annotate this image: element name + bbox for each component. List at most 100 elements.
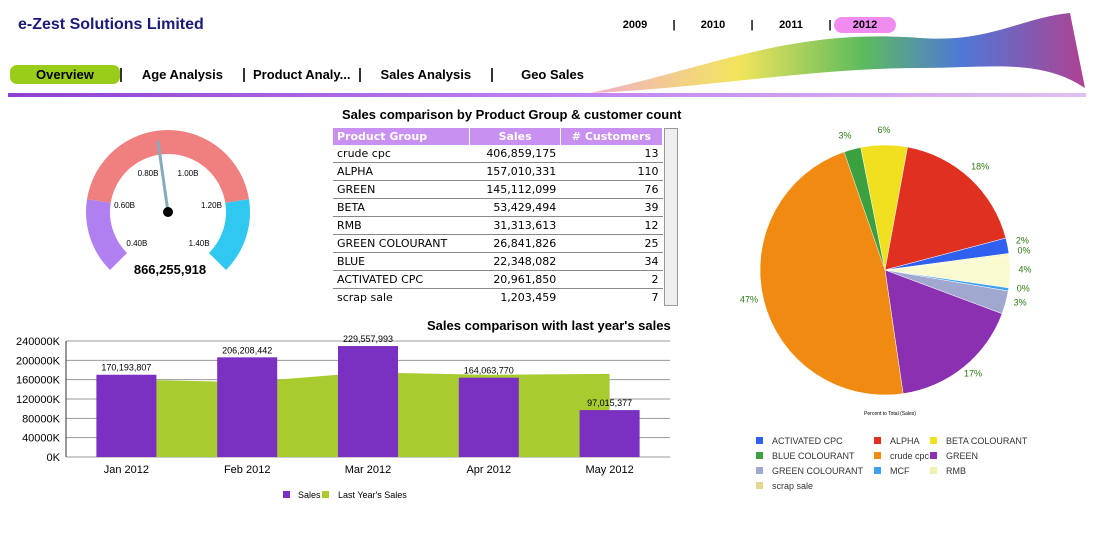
customers-cell: 25 bbox=[560, 234, 663, 253]
legend-label: BETA COLOURANT bbox=[946, 436, 1028, 446]
legend-label: ALPHA bbox=[890, 436, 920, 446]
legend-swatch-last-year bbox=[322, 491, 329, 498]
table-row[interactable]: crude cpc 406,859,175 13 bbox=[333, 145, 663, 163]
sales-cell: 53,429,494 bbox=[469, 198, 561, 217]
gauge: 0.40B 0.60B 0.80B 1.00B 1.20B 1.40B bbox=[86, 129, 250, 270]
pie-slice bbox=[759, 151, 904, 396]
decorative-swirl-icon bbox=[590, 13, 1085, 93]
bar-data-label: 164,063,770 bbox=[464, 366, 514, 376]
legend-label: RMB bbox=[946, 466, 966, 476]
customers-cell: 34 bbox=[560, 252, 663, 271]
gauge-needle bbox=[156, 140, 170, 213]
table-row[interactable]: BLUE 22,348,082 34 bbox=[333, 252, 663, 271]
table-row[interactable]: GREEN COLOURANT 26,841,826 25 bbox=[333, 234, 663, 253]
sales-cell: 22,348,082 bbox=[469, 252, 561, 271]
col-sales[interactable]: Sales bbox=[469, 128, 561, 145]
gauge-tick-label: 1.00B bbox=[178, 169, 199, 178]
pie-data-label: 3% bbox=[838, 131, 851, 141]
header-divider bbox=[8, 93, 1086, 97]
legend-item: ACTIVATED CPC bbox=[756, 436, 874, 446]
tab-age-analysis[interactable]: Age Analysis bbox=[141, 67, 223, 82]
gauge-band bbox=[87, 129, 249, 203]
legend-swatch bbox=[874, 452, 881, 459]
legend-item: MCF bbox=[874, 466, 930, 476]
pie-data-label: 17% bbox=[964, 369, 982, 379]
legend-swatch bbox=[874, 437, 881, 444]
legend-item: ALPHA bbox=[874, 436, 930, 446]
col-product-group[interactable]: Product Group bbox=[333, 128, 471, 145]
legend-item: scrap sale bbox=[756, 481, 874, 491]
bar-data-label: 229,557,993 bbox=[343, 335, 393, 344]
tab-product-analysis[interactable]: Product Analy... bbox=[253, 67, 351, 82]
customers-cell: 13 bbox=[560, 145, 663, 163]
table-row[interactable]: GREEN 145,112,099 76 bbox=[333, 180, 663, 199]
product-cell: scrap sale bbox=[333, 288, 470, 304]
pie-legend: ACTIVATED CPC ALPHA BETA COLOURANT BLUE COL… bbox=[756, 436, 1030, 491]
pie-slice bbox=[884, 269, 1003, 394]
legend-label: crude cpc bbox=[890, 451, 930, 461]
year-2011[interactable]: 2011 bbox=[779, 19, 803, 31]
year-2009[interactable]: 2009 bbox=[622, 19, 648, 31]
product-cell: crude cpc bbox=[333, 145, 470, 163]
year-2012[interactable]: 2012 bbox=[834, 17, 896, 33]
table-scrollbar[interactable] bbox=[664, 128, 678, 306]
sales-cell: 145,112,099 bbox=[469, 180, 561, 199]
pie-title: Percent to Total (Sales) bbox=[864, 411, 916, 417]
bar-data-label: 206,208,442 bbox=[222, 345, 272, 355]
gauge-band bbox=[86, 199, 127, 270]
pie-data-label: 0% bbox=[1017, 283, 1030, 293]
legend-label: BLUE COLOURANT bbox=[772, 451, 855, 461]
legend-label: GREEN COLOURANT bbox=[772, 466, 864, 476]
tab-sales-analysis[interactable]: Sales Analysis bbox=[380, 67, 472, 82]
table-row[interactable]: scrap sale 1,203,459 7 bbox=[333, 288, 663, 304]
y-tick-label: 80000K bbox=[22, 413, 61, 425]
legend-sales: Sales bbox=[298, 490, 321, 500]
x-tick-label: Mar 2012 bbox=[345, 464, 391, 476]
sales-cell: 31,313,613 bbox=[469, 216, 561, 235]
x-tick-label: May 2012 bbox=[585, 464, 633, 476]
gauge-tick-label: 1.40B bbox=[189, 239, 210, 248]
y-tick-label: 160000K bbox=[16, 375, 61, 387]
legend-label: MCF bbox=[890, 466, 910, 476]
sales-cell: 157,010,331 bbox=[469, 162, 561, 181]
legend-item: RMB bbox=[930, 466, 1030, 476]
table-row[interactable]: BETA 53,429,494 39 bbox=[333, 198, 663, 217]
sales-cell: 1,203,459 bbox=[469, 288, 561, 304]
product-cell: ACTIVATED CPC bbox=[333, 270, 470, 289]
y-tick-label: 240000K bbox=[16, 336, 61, 348]
tab-overview[interactable]: Overview bbox=[10, 65, 120, 84]
pie-data-label: 0% bbox=[1017, 246, 1030, 256]
year-selector: 2009 | 2010 | 2011 | 2012 bbox=[600, 17, 896, 33]
legend-swatch bbox=[874, 467, 881, 474]
legend-item: BLUE COLOURANT bbox=[756, 451, 874, 461]
company-title: e-Zest Solutions Limited bbox=[18, 16, 204, 33]
legend-swatch bbox=[756, 452, 763, 459]
customers-cell: 2 bbox=[560, 270, 663, 289]
table-row[interactable]: ACTIVATED CPC 20,961,850 2 bbox=[333, 270, 663, 289]
product-table[interactable]: Product Group Sales # Customers crude cpc… bbox=[333, 128, 663, 304]
legend-swatch bbox=[930, 452, 937, 459]
bar-chart-title: Sales comparison with last year's sales bbox=[427, 318, 671, 333]
gauge-tick-label: 0.80B bbox=[138, 169, 159, 178]
col-customers[interactable]: # Customers bbox=[560, 128, 663, 145]
gauge-pivot bbox=[163, 207, 173, 217]
year-2010[interactable]: 2010 bbox=[700, 19, 726, 31]
sales-bar bbox=[458, 377, 519, 457]
sales-bar bbox=[217, 357, 278, 457]
product-cell: RMB bbox=[333, 216, 470, 235]
table-row[interactable]: RMB 31,313,613 12 bbox=[333, 216, 663, 235]
customers-cell: 12 bbox=[560, 216, 663, 235]
table-title: Sales comparison by Product Group & cust… bbox=[342, 107, 682, 122]
legend-last-year: Last Year's Sales bbox=[338, 490, 407, 500]
legend-swatch bbox=[930, 467, 937, 474]
sales-bar bbox=[338, 346, 398, 457]
legend-swatch-sales bbox=[283, 491, 290, 498]
customers-cell: 7 bbox=[560, 288, 663, 304]
table-row[interactable]: ALPHA 157,010,331 110 bbox=[333, 162, 663, 181]
sales-bar bbox=[579, 410, 640, 457]
legend-item: crude cpc bbox=[874, 451, 930, 461]
pie-data-label: 6% bbox=[878, 125, 891, 135]
tab-geo-sales[interactable]: Geo Sales bbox=[521, 67, 584, 82]
pie-data-label: 4% bbox=[1018, 264, 1031, 274]
legend-item: GREEN bbox=[930, 451, 1030, 461]
